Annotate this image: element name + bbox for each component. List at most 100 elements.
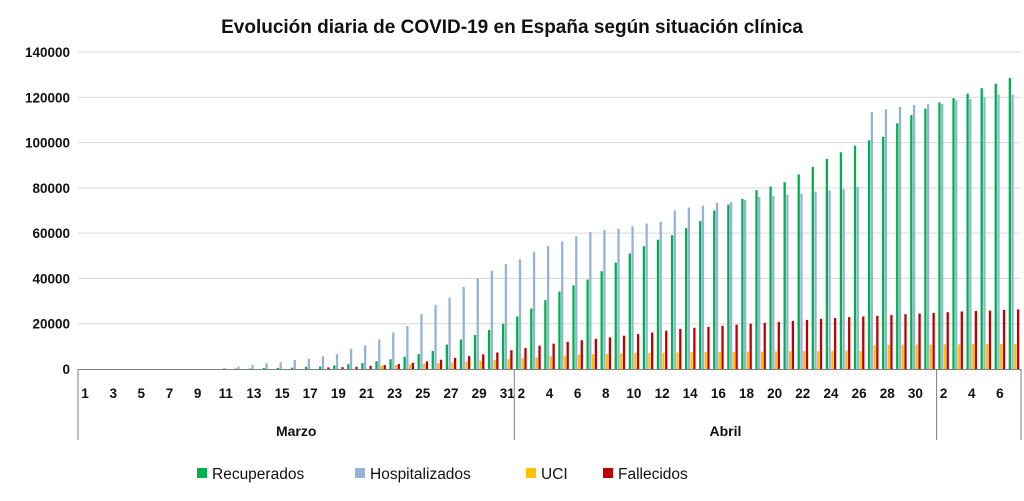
bar-uci — [943, 344, 947, 369]
bar-hospitalizados — [786, 194, 789, 369]
bar-uci — [634, 353, 637, 369]
bar-uci — [408, 364, 412, 369]
bar-uci — [479, 360, 482, 369]
bar-hospitalizados — [378, 339, 381, 369]
bar-fallecidos — [622, 335, 626, 369]
bar-fallecidos — [383, 365, 386, 369]
x-tick-label: 6 — [574, 386, 582, 401]
y-tick-label: 60000 — [32, 226, 70, 241]
x-tick-label: 27 — [443, 386, 458, 401]
y-tick-label: 80000 — [32, 181, 70, 196]
bar-hospitalizados — [800, 193, 803, 369]
bar-uci — [606, 353, 609, 369]
x-tick-label: 8 — [602, 386, 610, 401]
legend-item-hospitalizados: Hospitalizados — [355, 466, 471, 483]
bar-recuperados — [319, 366, 322, 369]
bar-uci — [577, 354, 581, 369]
x-tick-label: 4 — [968, 386, 976, 401]
bar-fallecidos — [510, 350, 513, 369]
bar-uci — [380, 365, 384, 369]
bar-uci — [873, 345, 876, 369]
bar-hospitalizados — [476, 278, 479, 369]
bar-recuperados — [924, 108, 927, 370]
bar-uci — [817, 351, 820, 369]
x-tick-label: 3 — [109, 386, 117, 401]
bar-fallecidos — [524, 347, 527, 369]
x-tick-label: 7 — [166, 386, 174, 401]
bar-hospitalizados — [448, 297, 451, 369]
bar-recuperados — [853, 145, 857, 369]
bar-fallecidos — [1016, 309, 1020, 369]
bar-fallecidos — [848, 317, 851, 369]
bar-hospitalizados — [814, 191, 817, 369]
bar-fallecidos — [538, 345, 541, 369]
bar-hospitalizados — [462, 286, 465, 369]
bar-hospitalizados — [645, 223, 648, 369]
bar-hospitalizados — [673, 210, 676, 369]
legend-item-fallecidos: Fallecidos — [603, 466, 688, 483]
bar-hospitalizados — [279, 362, 282, 369]
x-tick-label: 20 — [767, 386, 782, 401]
bar-hospitalizados — [856, 186, 859, 369]
bar-uci — [423, 363, 426, 369]
bar-recuperados — [530, 308, 533, 369]
bar-uci — [788, 351, 792, 369]
bar-hospitalizados — [884, 109, 888, 369]
bar-fallecidos — [397, 364, 400, 369]
bar-hospitalizados — [997, 94, 1000, 369]
bar-uci — [760, 351, 764, 369]
bar-fallecidos — [876, 315, 879, 369]
month-label: Marzo — [276, 423, 316, 439]
bar-hospitalizados — [842, 189, 845, 369]
bar-fallecidos — [636, 334, 640, 369]
series-fallecidos — [327, 309, 1020, 369]
bar-hospitalizados — [349, 348, 353, 369]
bar-fallecidos — [890, 315, 893, 369]
bar-hospitalizados — [715, 202, 719, 369]
bar-recuperados — [586, 279, 589, 369]
bar-uci — [465, 361, 468, 369]
legend-swatch — [526, 468, 536, 478]
bar-uci — [676, 352, 679, 369]
bar-fallecidos — [960, 311, 963, 369]
bar-uci — [774, 351, 778, 369]
x-tick-label: 2 — [518, 386, 526, 401]
bar-fallecidos — [819, 318, 823, 369]
x-tick-label: 5 — [138, 386, 146, 401]
bar-recuperados — [347, 364, 350, 369]
x-tick-label: 12 — [655, 386, 670, 401]
x-tick-label: 9 — [194, 386, 202, 401]
bar-fallecidos — [777, 321, 780, 369]
bar-fallecidos — [988, 310, 992, 369]
x-tick-label: 31 — [500, 386, 516, 401]
x-tick-label: 26 — [852, 386, 868, 401]
x-tick-label: 17 — [303, 386, 318, 401]
bar-recuperados — [699, 221, 702, 369]
bar-hospitalizados — [561, 241, 564, 369]
bar-hospitalizados — [420, 314, 423, 369]
bar-hospitalizados — [223, 367, 226, 369]
bar-recuperados — [375, 361, 378, 369]
bar-recuperados — [910, 115, 913, 369]
bar-hospitalizados — [983, 97, 986, 369]
legend-label: Fallecidos — [618, 466, 688, 483]
bar-uci — [831, 350, 834, 369]
bar-hospitalizados — [870, 112, 873, 369]
bar-hospitalizados — [504, 264, 508, 369]
bar-hospitalizados — [392, 332, 395, 369]
x-tick-label: 30 — [908, 386, 923, 401]
y-tick-label: 120000 — [25, 90, 70, 105]
bar-fallecidos — [665, 330, 668, 369]
bar-recuperados — [741, 198, 744, 369]
bar-uci — [746, 351, 750, 369]
bar-hospitalizados — [758, 196, 761, 369]
chart-title: Evolución diaria de COVID-19 en España s… — [221, 17, 803, 38]
x-tick-label: 23 — [387, 386, 403, 401]
bar-hospitalizados — [532, 251, 536, 369]
bar-fallecidos — [862, 316, 865, 369]
bar-uci — [803, 351, 806, 369]
bar-recuperados — [431, 350, 434, 369]
bar-uci — [648, 352, 651, 369]
bar-hospitalizados — [265, 363, 268, 369]
bar-fallecidos — [580, 340, 583, 369]
